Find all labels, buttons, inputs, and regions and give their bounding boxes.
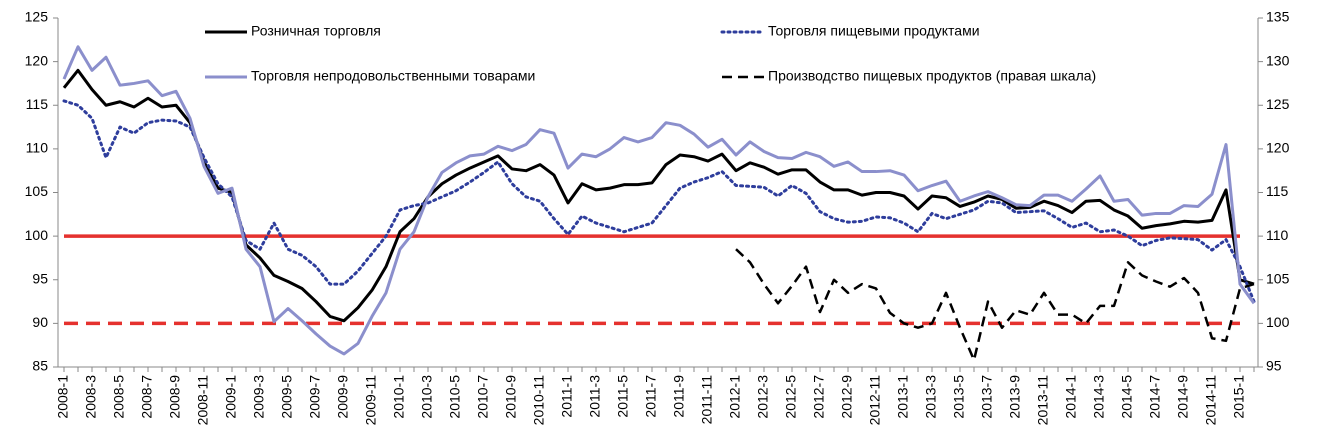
y-tick-label: 115: [26, 96, 49, 112]
y-tick-label: 105: [25, 183, 49, 199]
y-tick-label: 120: [25, 52, 49, 68]
x-tick-label: 2014-3: [1091, 375, 1107, 419]
y2-tick-label: 105: [1266, 270, 1290, 286]
x-tick-label: 2009-5: [279, 375, 295, 419]
y2-tick-label: 95: [1266, 358, 1282, 374]
x-tick-label: 2010-7: [475, 375, 491, 419]
x-tick-label: 2009-11: [363, 375, 379, 426]
x-tick-label: 2009-7: [307, 375, 323, 419]
y2-tick-label: 135: [1266, 9, 1290, 25]
x-tick-label: 2013-9: [1007, 375, 1023, 419]
x-tick-label: 2008-7: [139, 375, 155, 419]
x-tick-label: 2012-1: [727, 375, 743, 419]
x-tick-label: 2009-3: [251, 375, 267, 419]
y2-tick-label: 120: [1266, 140, 1290, 156]
series-line: [62, 68, 1255, 323]
series-line: [62, 45, 1256, 356]
x-tick-label: 2014-1: [1063, 375, 1079, 419]
legend-label: Производство пищевых продуктов (правая ш…: [768, 68, 1096, 84]
x-tick-label: 2011-3: [587, 375, 603, 418]
x-tick-label: 2010-1: [391, 375, 407, 419]
y2-tick-label: 125: [1266, 96, 1290, 112]
x-tick-label: 2013-1: [895, 375, 911, 419]
y-tick-label: 85: [32, 358, 48, 374]
y-tick-label: 95: [32, 270, 48, 286]
y2-tick-label: 110: [1266, 227, 1289, 243]
x-tick-label: 2012-11: [867, 375, 883, 426]
y-tick-label: 110: [26, 140, 49, 156]
x-tick-label: 2011-5: [615, 375, 631, 418]
x-tick-label: 2013-5: [951, 375, 967, 419]
x-tick-label: 2014-7: [1147, 375, 1163, 419]
x-tick-label: 2009-1: [223, 375, 239, 419]
x-tick-label: 2013-3: [923, 375, 939, 419]
y2-tick-label: 115: [1266, 183, 1289, 199]
series-line: [62, 99, 1256, 304]
x-tick-label: 2015-1: [1231, 375, 1247, 419]
x-tick-label: 2013-7: [979, 375, 995, 419]
legend-label: Торговля пищевыми продуктами: [768, 23, 980, 39]
x-tick-label: 2008-11: [195, 375, 211, 426]
x-tick-label: 2010-9: [503, 375, 519, 419]
x-tick-label: 2009-9: [335, 375, 351, 419]
legend-label: Торговля непродовольственными товарами: [251, 68, 535, 84]
x-tick-label: 2008-5: [111, 375, 127, 419]
x-tick-label: 2011-11: [699, 375, 715, 425]
y2-tick-label: 130: [1266, 52, 1290, 68]
x-tick-label: 2010-3: [419, 375, 435, 419]
x-tick-label: 2012-9: [839, 375, 855, 419]
y-tick-label: 100: [25, 227, 49, 243]
x-tick-label: 2014-5: [1119, 375, 1135, 419]
y-tick-label: 90: [32, 314, 48, 330]
x-tick-label: 2008-9: [167, 375, 183, 419]
x-tick-label: 2008-1: [55, 375, 71, 419]
x-tick-label: 2014-9: [1175, 375, 1191, 419]
x-tick-label: 2011-7: [643, 375, 659, 418]
x-tick-label: 2011-1: [559, 375, 575, 418]
y-tick-label: 125: [25, 9, 49, 25]
x-tick-label: 2008-3: [83, 375, 99, 419]
x-tick-label: 2012-5: [783, 375, 799, 419]
x-tick-label: 2012-3: [755, 375, 771, 419]
x-tick-label: 2010-5: [447, 375, 463, 419]
x-tick-label: 2011-9: [671, 375, 687, 418]
legend-label: Розничная торговля: [251, 23, 381, 39]
x-tick-label: 2012-7: [811, 375, 827, 419]
x-tick-label: 2014-11: [1203, 375, 1219, 426]
y2-tick-label: 100: [1266, 314, 1290, 330]
x-tick-label: 2010-11: [531, 375, 547, 426]
series-line: [735, 248, 1255, 362]
x-tick-label: 2013-11: [1035, 375, 1051, 426]
